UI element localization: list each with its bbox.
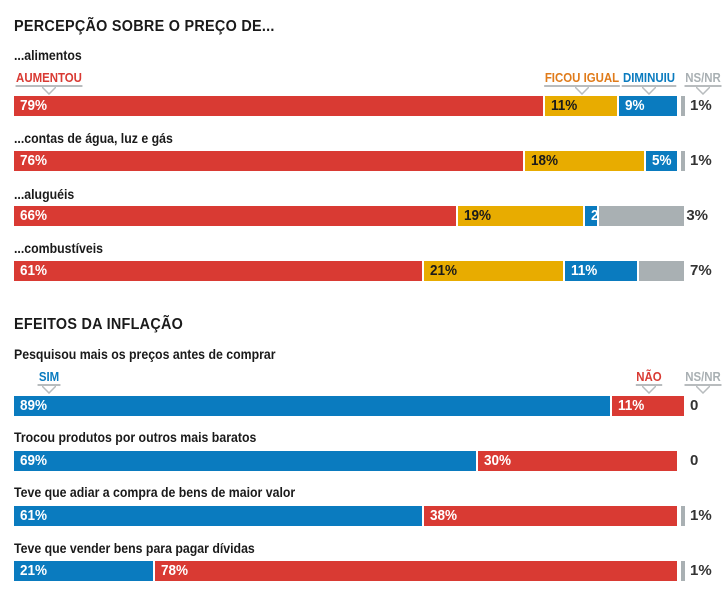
bar-segment-aumentou bbox=[14, 96, 545, 116]
bar-segment-diminuiu bbox=[565, 261, 639, 281]
chevron-down-icon bbox=[642, 87, 657, 95]
chevron-down-icon bbox=[642, 386, 657, 394]
bar-value-label-outside: 1% bbox=[690, 562, 712, 579]
chevron-down-icon bbox=[42, 87, 56, 95]
legend-label: SIM bbox=[37, 369, 61, 386]
bar-segment-n-o bbox=[155, 561, 680, 581]
bar-value-label: 11% bbox=[550, 97, 578, 114]
category-label: ...alimentos bbox=[14, 47, 82, 63]
legend-label: NS/NR bbox=[684, 70, 722, 87]
bar-value-label: 18% bbox=[530, 152, 558, 169]
bar-value-label-outside: 0 bbox=[690, 452, 699, 469]
bar-segment-sim bbox=[14, 396, 613, 416]
bar-value-label: 61% bbox=[20, 262, 48, 279]
stacked-bar: 61% 21% 11% bbox=[14, 261, 686, 281]
chevron-down-icon bbox=[696, 386, 710, 394]
bar-segment-ns-nr bbox=[681, 151, 686, 171]
stacked-bar: 79% 11% 9% bbox=[14, 96, 686, 116]
bar-value-label: 11% bbox=[571, 262, 598, 279]
stacked-bar: 66%19%2% bbox=[14, 206, 686, 226]
bar-segment-n-o bbox=[477, 451, 680, 471]
bar-segment-ficou-igual bbox=[524, 151, 646, 171]
bar-value-label: 76% bbox=[20, 152, 48, 169]
bar-value-label: 61% bbox=[20, 507, 48, 524]
bar-segment-aumentou bbox=[14, 151, 525, 171]
bar-segment-ficou-igual bbox=[544, 96, 619, 116]
bar-value-label: 30% bbox=[483, 452, 511, 469]
bar-segment-sim bbox=[14, 561, 156, 581]
bar-value-label: 79% bbox=[20, 97, 48, 114]
bar-segment-diminuiu bbox=[618, 96, 680, 116]
legend-aumentou: AUMENTOU bbox=[5, 70, 93, 87]
legend-sim: SIM bbox=[5, 369, 93, 386]
chevron-down-icon bbox=[42, 386, 56, 394]
bar-segment-sim bbox=[14, 451, 478, 471]
bar-value-label: 19% bbox=[463, 207, 491, 224]
chevron-down-icon bbox=[574, 87, 589, 95]
chevron-down-icon bbox=[696, 87, 710, 95]
bar-value-label-outside: 0 bbox=[690, 397, 699, 414]
bar-value-label: 11% bbox=[618, 397, 645, 414]
legend-label: DIMINUIU bbox=[622, 70, 676, 87]
legend-label: NÃO bbox=[635, 369, 663, 386]
category-label: ...aluguéis bbox=[14, 186, 75, 202]
bar-segment-ns-nr bbox=[598, 206, 686, 226]
bar-value-label: 21% bbox=[429, 262, 457, 279]
legend-label: AUMENTOU bbox=[15, 70, 83, 87]
bar-segment-ficou-igual bbox=[423, 261, 566, 281]
legend-diminuiu: DIMINUIU bbox=[605, 70, 693, 87]
stacked-bar: 61% 38% bbox=[14, 506, 686, 526]
category-label: Teve que vender bens para pagar dívidas bbox=[14, 540, 255, 556]
bar-segment-ns-nr bbox=[681, 561, 686, 581]
bar-segment-sim bbox=[14, 506, 424, 526]
stacked-bar: 89% 11% bbox=[14, 396, 686, 416]
legend-ns-nr: NS/NR bbox=[659, 70, 727, 87]
legend-ns-nr: NS/NR bbox=[659, 369, 727, 386]
stacked-bar: 76% 18% 5% bbox=[14, 151, 686, 171]
bar-segment-ns-nr bbox=[638, 261, 686, 281]
bar-value-label: 9% bbox=[624, 97, 645, 114]
bar-value-label: 66% bbox=[20, 207, 48, 224]
bar-segment-n-o bbox=[612, 396, 686, 416]
bar-value-label: 78% bbox=[161, 562, 189, 579]
bar-segment-aumentou bbox=[14, 206, 458, 226]
bar-segment-diminuiu bbox=[585, 206, 599, 226]
legend-label: FICOU IGUAL bbox=[543, 70, 620, 87]
category-label: Trocou produtos por outros mais baratos bbox=[14, 429, 257, 445]
legend-ficou-igual: FICOU IGUAL bbox=[538, 70, 626, 87]
category-label: Teve que adiar a compra de bens de maior… bbox=[14, 484, 296, 500]
section-title-inflacao: EFEITOS DA INFLAÇÃO bbox=[14, 316, 184, 333]
bar-segment-ns-nr bbox=[681, 96, 686, 116]
bar-value-label-outside: 1% bbox=[690, 97, 712, 114]
bar-value-label: 89% bbox=[20, 397, 48, 414]
bar-segment-ns-nr bbox=[681, 506, 686, 526]
section-title-precos: PERCEPÇÃO SOBRE O PREÇO DE... bbox=[14, 18, 275, 35]
bar-segment-diminuiu bbox=[645, 151, 680, 171]
legend-label: NS/NR bbox=[684, 369, 722, 386]
category-label: Pesquisou mais os preços antes de compra… bbox=[14, 346, 276, 362]
stacked-bar: 21% 78% bbox=[14, 561, 686, 581]
bar-value-label-outside: 7% bbox=[690, 262, 712, 279]
bar-segment-n-o bbox=[423, 506, 680, 526]
bar-value-label: 5% bbox=[651, 152, 672, 169]
legend-n-o: NÃO bbox=[605, 369, 693, 386]
category-label: ...combustíveis bbox=[14, 240, 104, 256]
stacked-bar: 69% 30% bbox=[14, 451, 686, 471]
bar-value-label-outside: 1% bbox=[690, 152, 712, 169]
category-label: ...contas de água, luz e gás bbox=[14, 130, 173, 146]
bar-value-label: 69% bbox=[20, 452, 48, 469]
bar-value-label: 38% bbox=[429, 507, 457, 524]
bar-value-label-outside: 1% bbox=[690, 507, 712, 524]
bar-value-label: 21% bbox=[20, 562, 48, 579]
bar-segment-aumentou bbox=[14, 261, 424, 281]
bar-segment-ficou-igual bbox=[457, 206, 586, 226]
